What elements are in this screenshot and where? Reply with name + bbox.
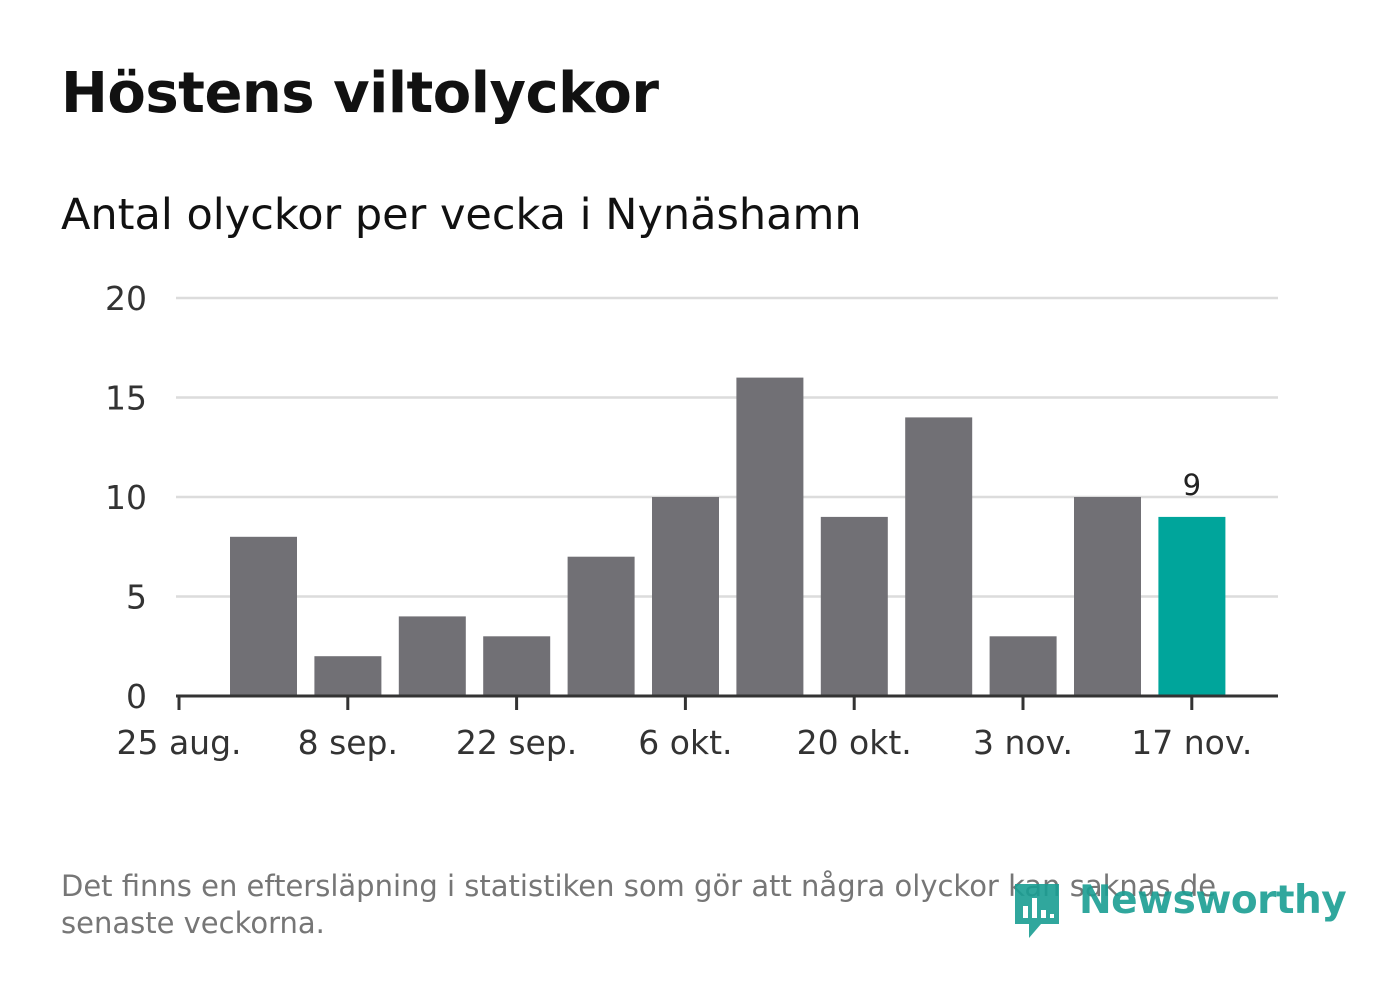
- x-tick-label: 20 okt.: [797, 723, 912, 762]
- bar: [905, 417, 973, 696]
- bar: [230, 536, 297, 696]
- chart-title: Höstens viltolyckor: [61, 61, 659, 126]
- x-tick-label: 17 nov.: [1131, 723, 1252, 762]
- bar: [398, 616, 466, 696]
- logo-text: Newsworthy: [1079, 878, 1347, 923]
- y-tick-label: 15: [105, 379, 147, 418]
- bar: [736, 377, 804, 696]
- bar: [567, 556, 635, 696]
- x-tick-label: 22 sep.: [456, 723, 577, 762]
- x-tick-label: 25 aug.: [116, 723, 241, 762]
- y-tick-label: 20: [105, 279, 147, 318]
- chart-subtitle: Antal olyckor per vecka i Nynäshamn: [61, 190, 862, 240]
- data-label: 9: [1183, 468, 1201, 502]
- newsworthy-logo: Newsworthy: [1011, 876, 1347, 944]
- bar: [1074, 497, 1141, 696]
- bar: [989, 636, 1057, 696]
- bar: [652, 497, 719, 696]
- y-tick-label: 5: [126, 578, 147, 617]
- bar: [820, 516, 888, 696]
- bar: [314, 656, 382, 696]
- bar: [483, 636, 551, 696]
- x-tick-label: 6 okt.: [638, 723, 732, 762]
- x-tick-label: 8 sep.: [298, 723, 398, 762]
- newsworthy-bar-chart-icon: [1015, 884, 1059, 938]
- y-tick-label: 0: [126, 677, 147, 716]
- bar: [1158, 516, 1226, 696]
- y-tick-label: 10: [105, 478, 147, 517]
- x-tick-label: 3 nov.: [973, 723, 1073, 762]
